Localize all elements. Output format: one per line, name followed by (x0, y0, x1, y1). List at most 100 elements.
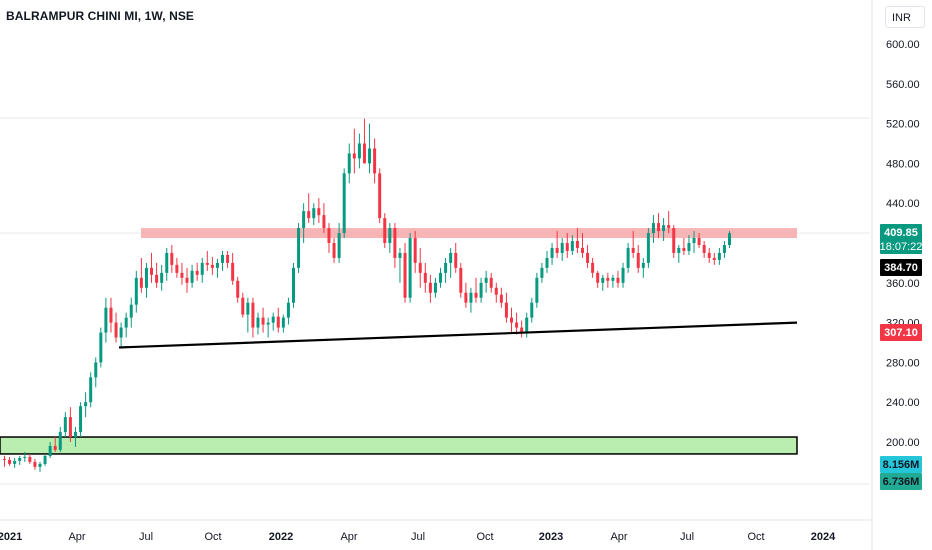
candle (38, 461, 42, 472)
candle (611, 274, 615, 288)
candle (317, 198, 321, 224)
candle (8, 456, 12, 466)
currency-button[interactable]: INR (885, 6, 925, 28)
candle (449, 247, 453, 278)
candle (657, 213, 661, 239)
candle (702, 241, 706, 258)
candle (631, 231, 635, 258)
candle (332, 238, 336, 263)
candle (550, 243, 554, 265)
candle (190, 264, 194, 288)
candle (651, 215, 655, 243)
candle (337, 223, 341, 263)
candle (13, 457, 17, 468)
candle (368, 123, 372, 174)
candle (646, 228, 650, 268)
price-badge: 8.156M (880, 456, 922, 473)
candle (79, 402, 83, 438)
candle (641, 257, 645, 278)
svg-text:409.85: 409.85 (884, 227, 918, 239)
candle (565, 233, 569, 258)
candle (540, 262, 544, 283)
y-tick-label: 360.00 (886, 278, 920, 290)
candle (286, 297, 290, 325)
candle (33, 458, 37, 470)
candle (570, 235, 574, 255)
candle (266, 317, 270, 338)
candle (221, 250, 225, 271)
candle (454, 243, 458, 273)
x-tick-label: Apr (610, 531, 627, 543)
candle (226, 250, 230, 268)
candle (94, 357, 98, 388)
x-tick-label: 2022 (269, 531, 293, 543)
candle (489, 272, 493, 293)
candle (712, 252, 716, 265)
candle (114, 312, 118, 343)
y-tick-label: 200.00 (886, 437, 920, 449)
price-badges: 409.85 18:07:22 384.70 307.10 8.156M 6.736M (880, 224, 922, 490)
candle (667, 211, 671, 234)
candle (251, 297, 255, 338)
svg-text:8.156M: 8.156M (883, 459, 920, 471)
candle (104, 297, 108, 343)
candle (378, 168, 382, 224)
candle (525, 312, 529, 338)
candle (555, 231, 559, 258)
candle (352, 128, 356, 174)
candle (444, 257, 448, 283)
candle (388, 223, 392, 253)
candle (418, 247, 422, 288)
candle (256, 312, 260, 335)
candle (575, 228, 579, 253)
y-tick-label: 600.00 (886, 39, 920, 51)
candle (413, 231, 417, 273)
x-tick-label: Oct (204, 531, 221, 543)
y-tick-label: 520.00 (886, 119, 920, 131)
candle (515, 312, 519, 335)
candle (545, 250, 549, 273)
candle (474, 277, 478, 303)
candle (291, 262, 295, 308)
candle (636, 244, 640, 273)
x-tick-label: 2023 (539, 531, 563, 543)
candle (560, 238, 564, 261)
candle (175, 257, 179, 278)
candle (403, 243, 407, 303)
candle (373, 138, 377, 184)
candle (215, 258, 219, 278)
candle (43, 453, 47, 466)
candle (185, 267, 189, 293)
candle (662, 218, 666, 242)
candle (276, 307, 280, 333)
candle (322, 203, 326, 234)
candle (89, 372, 93, 408)
candle (484, 270, 488, 293)
candle (530, 297, 534, 323)
candle (428, 274, 432, 303)
candle (18, 455, 22, 465)
candle (596, 270, 600, 288)
support-trendline (118, 321, 798, 349)
y-tick-label: 480.00 (886, 158, 920, 170)
candle (393, 223, 397, 268)
candle (717, 247, 721, 265)
candle (433, 277, 437, 298)
candle (606, 272, 610, 288)
candle (261, 307, 265, 333)
candle (134, 270, 138, 313)
x-tick-label: 2024 (811, 531, 836, 543)
resistance-zone (141, 228, 797, 239)
candle (494, 282, 498, 303)
price-badge: 409.85 18:07:22 (880, 224, 922, 254)
candle (510, 307, 513, 333)
candle (180, 262, 184, 285)
candle (707, 247, 711, 263)
price-badge: 384.70 (880, 259, 922, 276)
x-axis[interactable]: 2021 Apr Jul Oct 2022 Apr Jul Oct 2023 Apr Jul Oct 2… (0, 531, 836, 543)
candle (160, 264, 164, 291)
x-tick-label: Jul (680, 531, 694, 543)
candle (697, 233, 701, 248)
candle (672, 225, 676, 258)
